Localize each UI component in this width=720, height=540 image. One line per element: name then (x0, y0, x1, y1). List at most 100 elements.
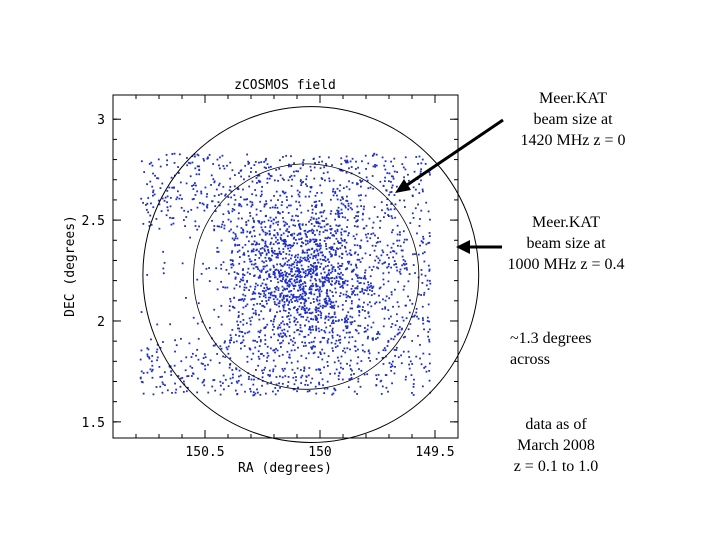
data-point (261, 384, 263, 387)
data-point (290, 155, 292, 158)
data-point (143, 171, 146, 173)
data-point (396, 239, 399, 242)
data-point (258, 318, 261, 321)
data-point (239, 256, 241, 258)
data-point (408, 273, 411, 275)
data-point (273, 333, 276, 336)
data-point (308, 389, 311, 392)
data-point (338, 372, 341, 375)
data-point (341, 244, 344, 247)
data-point (231, 210, 234, 213)
data-point (252, 394, 255, 397)
data-point (330, 341, 333, 344)
data-point (376, 216, 379, 218)
data-point (299, 204, 302, 207)
data-point (345, 316, 348, 319)
data-point (140, 370, 143, 373)
data-point (303, 307, 306, 310)
data-point (402, 241, 405, 244)
data-point (249, 200, 252, 203)
data-point (203, 353, 206, 356)
data-point (367, 324, 369, 327)
data-point (336, 194, 338, 197)
data-point (284, 333, 287, 336)
data-point (419, 170, 422, 173)
data-point (305, 300, 308, 302)
data-point (314, 269, 317, 272)
data-point (301, 282, 304, 285)
data-point (282, 274, 285, 276)
data-point (312, 318, 315, 321)
data-point (428, 268, 431, 271)
data-point (251, 235, 253, 238)
data-point (329, 372, 332, 375)
data-point (424, 274, 427, 277)
x-axis-label: RA (degrees) (238, 461, 332, 476)
data-point (344, 206, 347, 209)
data-point (299, 258, 302, 261)
data-point (145, 203, 147, 206)
data-point (354, 293, 356, 296)
data-point (291, 178, 294, 181)
data-point (196, 190, 199, 193)
data-point (386, 198, 389, 200)
data-point (278, 159, 281, 162)
data-point (276, 327, 279, 330)
data-point (251, 226, 254, 229)
data-point (220, 280, 223, 283)
data-point (292, 274, 294, 277)
data-point (249, 348, 252, 351)
data-point (319, 340, 322, 343)
data-point (306, 242, 309, 245)
data-point (337, 211, 339, 214)
data-point (237, 327, 239, 330)
data-point (273, 316, 276, 318)
data-point (405, 267, 408, 269)
data-point (140, 380, 143, 383)
data-point (341, 212, 343, 215)
data-point (389, 251, 392, 254)
data-point (317, 309, 320, 312)
data-point (245, 322, 248, 325)
data-point (344, 317, 346, 320)
data-point (344, 159, 346, 162)
data-point (309, 273, 312, 276)
data-point (222, 286, 225, 289)
data-point (304, 294, 307, 297)
data-point (362, 213, 364, 216)
data-point (306, 256, 309, 259)
data-point (166, 163, 168, 166)
data-point (251, 293, 254, 295)
data-point (336, 228, 339, 231)
data-point (157, 158, 160, 161)
data-point (375, 378, 378, 380)
data-point (411, 302, 414, 305)
data-point (333, 277, 336, 280)
data-point (306, 251, 309, 254)
data-point (292, 237, 295, 240)
data-point (252, 248, 255, 251)
data-point (156, 343, 159, 346)
data-point (311, 228, 314, 231)
data-point (189, 162, 192, 165)
data-point (316, 243, 319, 246)
data-point (222, 220, 225, 223)
data-point (263, 306, 266, 308)
data-point (259, 331, 261, 334)
data-point (272, 251, 275, 254)
data-point (373, 292, 376, 295)
data-point (297, 219, 300, 222)
data-point (301, 292, 304, 295)
data-point (400, 354, 402, 357)
data-point (339, 362, 342, 365)
data-point (298, 313, 301, 316)
data-point (171, 153, 174, 155)
data-point (277, 269, 280, 272)
data-point (309, 270, 312, 273)
data-point (245, 221, 248, 223)
data-point (258, 174, 261, 177)
data-point (335, 253, 337, 256)
data-point (264, 296, 267, 299)
data-point (340, 233, 343, 236)
